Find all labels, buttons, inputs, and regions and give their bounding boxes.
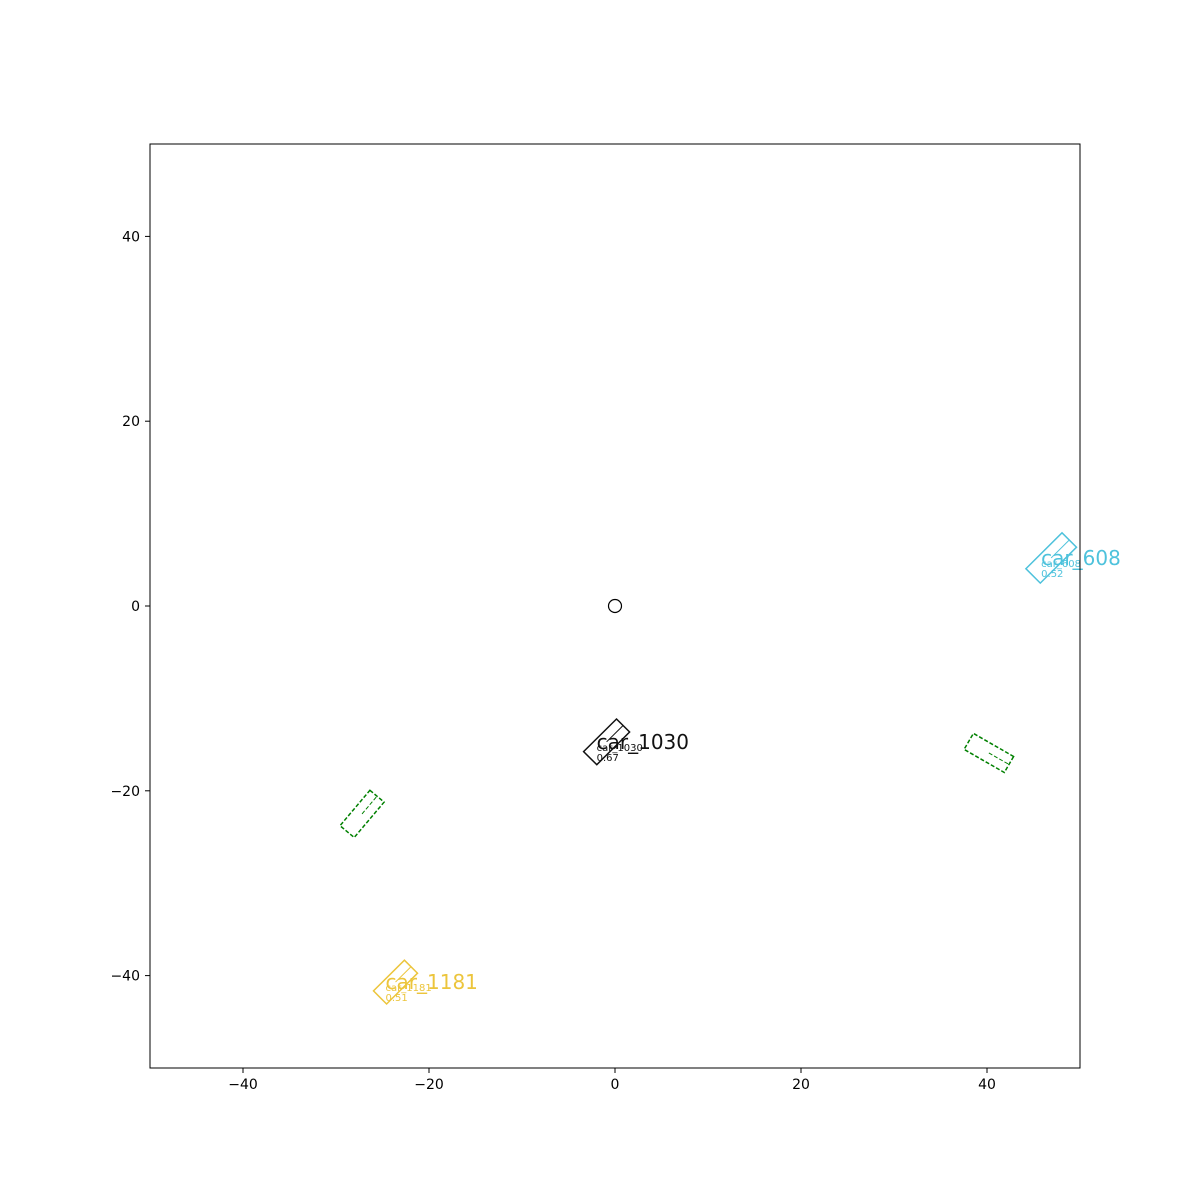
plot-frame	[149, 143, 1081, 1069]
predicted-heading-line	[606, 725, 624, 743]
predicted-box-name-label: car_1181	[386, 970, 478, 994]
y-tick-label: 40	[122, 229, 140, 245]
predicted-heading-line	[1050, 539, 1070, 559]
predicted-box-small-label: car_1030	[597, 743, 643, 754]
ground-truth-box	[338, 789, 386, 839]
ego-marker	[607, 598, 623, 614]
predicted-box-outline	[1024, 531, 1078, 585]
ground-truth-box-outline	[963, 732, 1015, 774]
predicted-box-score-label: 0.52	[1041, 569, 1063, 580]
ground-truth-box-outline	[338, 789, 386, 839]
predicted-box-outline	[582, 717, 631, 766]
x-tick-label: 0	[611, 1077, 620, 1093]
axes: −40 −20 0 20 40 −40 −20 0 20 40	[110, 229, 995, 1093]
ground-truth-boxes	[338, 732, 1015, 839]
x-tick-label: −20	[414, 1077, 444, 1093]
y-tick-label: 0	[131, 599, 140, 615]
predicted-box-score-label: 0.51	[386, 993, 408, 1004]
y-tick-label: 20	[122, 414, 140, 430]
predicted-box-name-label: car_608	[1041, 546, 1121, 570]
predicted-box-name-label: car_1030	[597, 730, 689, 754]
y-tick-label: −20	[110, 784, 140, 800]
x-tick-label: 40	[978, 1077, 996, 1093]
ego-vehicle	[607, 598, 623, 614]
x-tick-label: 20	[792, 1077, 810, 1093]
ground-truth-heading-line	[988, 752, 1010, 765]
predicted-heading-line	[395, 966, 412, 983]
predicted-box-small-label: car_1181	[386, 983, 432, 994]
ground-truth-heading-line	[361, 795, 378, 815]
predicted-box-score-label: 0.67	[597, 753, 619, 764]
predicted-boxes: car_1030car_10300.67car_608car_6080.52ca…	[372, 531, 1121, 1006]
y-tick-label: −40	[110, 969, 140, 985]
predicted-box-small-label: car_608	[1041, 559, 1081, 570]
x-tick-label: −40	[228, 1077, 258, 1093]
ground-truth-box	[963, 732, 1015, 774]
predicted-box-outline	[372, 959, 419, 1006]
